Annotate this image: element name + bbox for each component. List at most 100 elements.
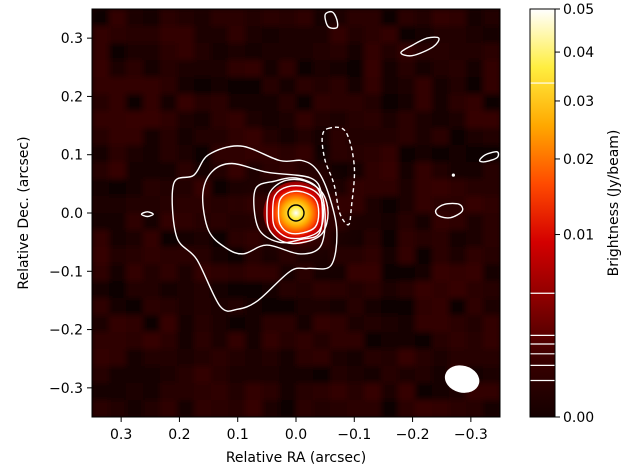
noise-cell bbox=[126, 298, 144, 316]
noise-cell bbox=[160, 60, 178, 78]
noise-cell bbox=[109, 281, 127, 299]
noise-cell bbox=[415, 111, 433, 129]
noise-cell bbox=[211, 94, 229, 112]
noise-cell bbox=[296, 43, 314, 61]
noise-cell bbox=[194, 281, 212, 299]
noise-cell bbox=[483, 349, 500, 367]
noise-cell bbox=[398, 128, 416, 146]
noise-cell bbox=[296, 94, 314, 112]
noise-cell bbox=[381, 43, 399, 61]
noise-cell bbox=[432, 281, 450, 299]
noise-cell bbox=[143, 9, 161, 27]
noise-cell bbox=[313, 383, 331, 401]
noise-cell bbox=[347, 43, 365, 61]
noise-cell bbox=[109, 315, 127, 333]
noise-cell bbox=[449, 43, 467, 61]
noise-cell bbox=[432, 213, 450, 231]
noise-cell bbox=[177, 94, 195, 112]
noise-cell bbox=[160, 43, 178, 61]
noise-cell bbox=[126, 179, 144, 197]
noise-cell bbox=[381, 332, 399, 350]
noise-cell bbox=[160, 9, 178, 27]
y-axis-label: Relative Dec. (arcsec) bbox=[16, 136, 32, 289]
noise-cell bbox=[466, 196, 484, 214]
noise-cell bbox=[194, 128, 212, 146]
noise-cell bbox=[313, 349, 331, 367]
noise-cell bbox=[364, 366, 382, 384]
noise-cell bbox=[415, 281, 433, 299]
colorbar-gradient bbox=[530, 9, 555, 417]
colorbar-tick-label: 0.05 bbox=[563, 2, 594, 18]
noise-cell bbox=[143, 196, 161, 214]
noise-cell bbox=[109, 400, 127, 417]
noise-cell bbox=[228, 128, 246, 146]
noise-cell bbox=[398, 213, 416, 231]
noise-cell bbox=[126, 213, 144, 231]
noise-cell bbox=[313, 332, 331, 350]
noise-cell bbox=[347, 128, 365, 146]
noise-cell bbox=[432, 230, 450, 248]
noise-cell bbox=[211, 179, 229, 197]
noise-cell bbox=[466, 230, 484, 248]
noise-cell bbox=[449, 179, 467, 197]
noise-cell bbox=[245, 383, 263, 401]
noise-cell bbox=[415, 332, 433, 350]
noise-cell bbox=[466, 60, 484, 78]
noise-cell bbox=[126, 247, 144, 265]
x-tick-label: −0.3 bbox=[454, 427, 488, 443]
noise-cell bbox=[330, 366, 348, 384]
noise-cell bbox=[466, 145, 484, 163]
noise-cell bbox=[160, 111, 178, 129]
noise-cell bbox=[432, 400, 450, 417]
noise-cell bbox=[143, 366, 161, 384]
noise-cell bbox=[126, 332, 144, 350]
noise-cell bbox=[466, 77, 484, 95]
noise-cell bbox=[211, 264, 229, 282]
noise-cell bbox=[228, 349, 246, 367]
noise-cell bbox=[109, 298, 127, 316]
noise-cell bbox=[228, 264, 246, 282]
noise-cell bbox=[262, 383, 280, 401]
noise-cell bbox=[449, 145, 467, 163]
x-tick-label: 0.1 bbox=[227, 427, 249, 443]
noise-cell bbox=[398, 247, 416, 265]
noise-cell bbox=[483, 94, 500, 112]
noise-cell bbox=[160, 400, 178, 417]
noise-cell bbox=[415, 60, 433, 78]
noise-cell bbox=[228, 332, 246, 350]
noise-cell bbox=[432, 43, 450, 61]
noise-cell bbox=[364, 94, 382, 112]
noise-cell bbox=[398, 400, 416, 417]
noise-cell bbox=[364, 9, 382, 27]
noise-cell bbox=[92, 111, 110, 129]
noise-cell bbox=[109, 9, 127, 27]
noise-cell bbox=[92, 400, 110, 417]
noise-cell bbox=[126, 43, 144, 61]
y-tick-label: −0.3 bbox=[49, 381, 83, 397]
noise-cell bbox=[245, 9, 263, 27]
noise-cell bbox=[109, 179, 127, 197]
contour-line bbox=[171, 145, 338, 312]
noise-cell bbox=[211, 281, 229, 299]
noise-cell bbox=[449, 9, 467, 27]
noise-cell bbox=[245, 43, 263, 61]
noise-cell bbox=[415, 298, 433, 316]
noise-cell bbox=[364, 349, 382, 367]
noise-cell bbox=[194, 77, 212, 95]
noise-cell bbox=[381, 9, 399, 27]
noise-cell bbox=[432, 349, 450, 367]
noise-cell bbox=[466, 298, 484, 316]
noise-cell bbox=[92, 247, 110, 265]
noise-cell bbox=[415, 315, 433, 333]
noise-cell bbox=[211, 43, 229, 61]
noise-cell bbox=[415, 162, 433, 180]
noise-cell bbox=[228, 281, 246, 299]
noise-cell bbox=[143, 94, 161, 112]
noise-cell bbox=[330, 111, 348, 129]
noise-cell bbox=[347, 383, 365, 401]
noise-cell bbox=[449, 77, 467, 95]
noise-cell bbox=[109, 383, 127, 401]
colorbar-ticks: 0.00 0.01 0.02 0.03 0.04 0.05 bbox=[555, 2, 594, 426]
noise-cell bbox=[296, 383, 314, 401]
noise-cell bbox=[177, 298, 195, 316]
